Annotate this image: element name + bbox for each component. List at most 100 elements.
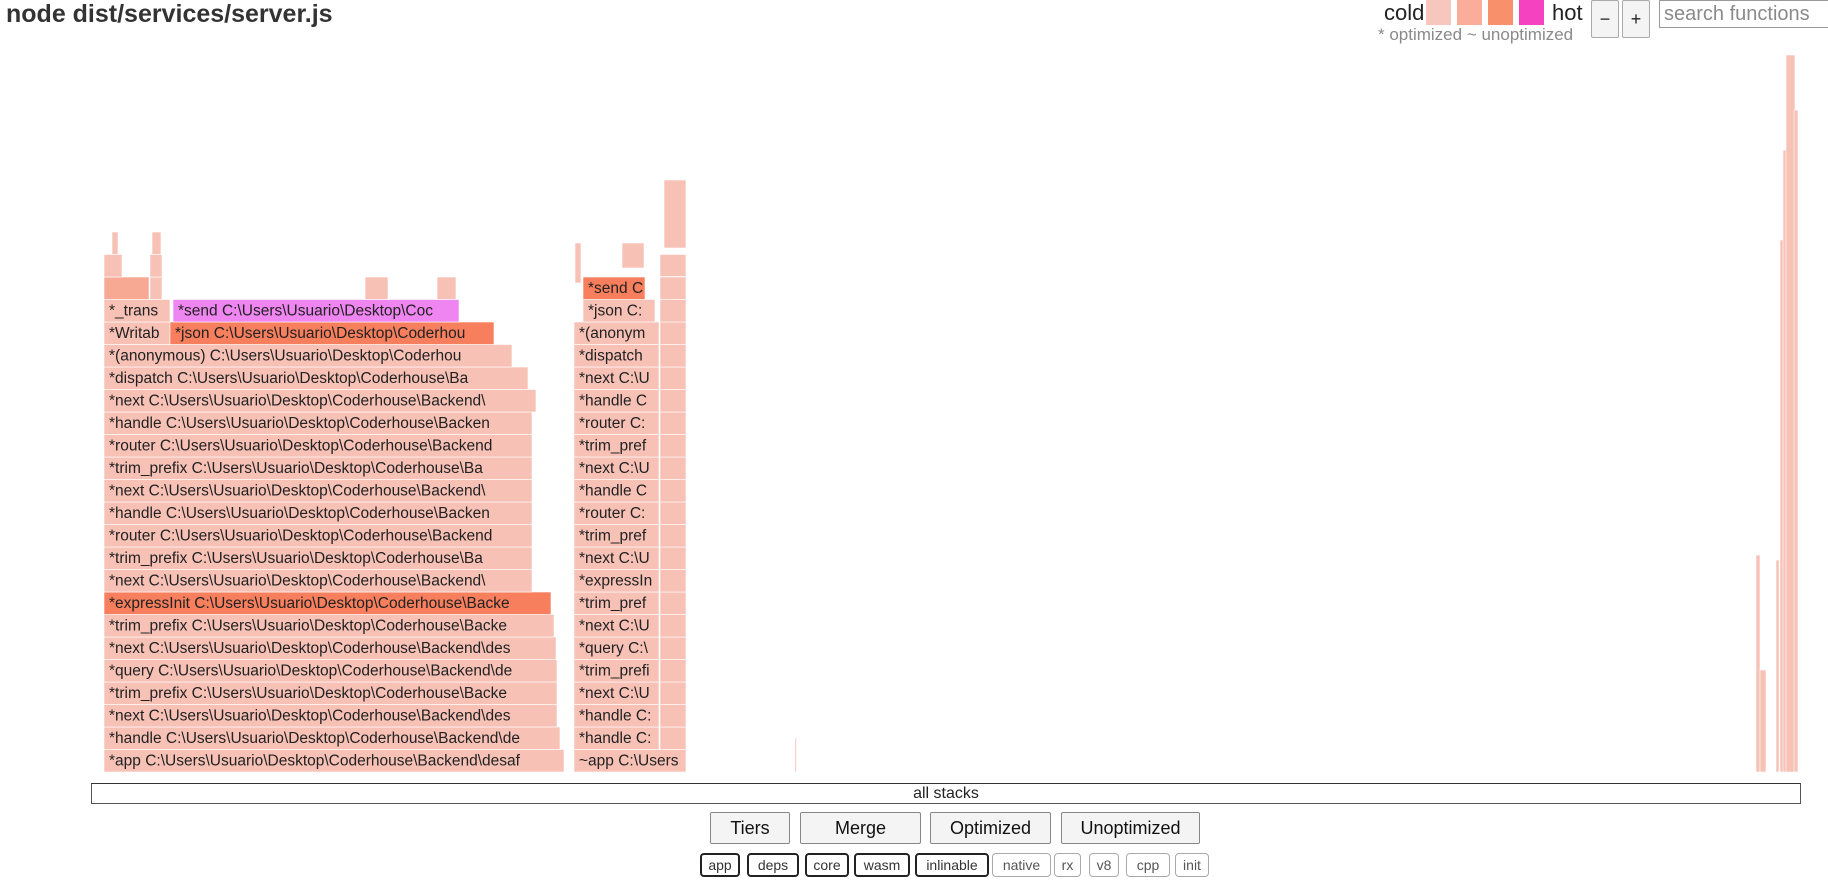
frame-left-label-11: *handle C:\Users\Usuario\Desktop\Coderho… [109, 505, 490, 522]
frame-left-label-1: *handle C:\Users\Usuario\Desktop\Coderho… [109, 730, 520, 747]
frame-left-top-d[interactable] [436, 276, 457, 300]
frame-left-top-e[interactable] [103, 254, 123, 278]
frame-mid-label-0: ~app C:\Users [579, 753, 679, 770]
frame-mid-label-9: *next C:\U [579, 550, 650, 567]
frame-mid-sliver-18[interactable] [659, 344, 687, 368]
frame-mid-sliver-2[interactable] [659, 704, 687, 728]
legend-swatch-3 [1488, 0, 1513, 25]
frame-mid-label-11: *router C: [579, 505, 645, 522]
frame-mid-spike-a[interactable] [574, 242, 582, 284]
frame-left-top-g[interactable] [111, 231, 119, 255]
frame-right-a[interactable] [1755, 554, 1761, 773]
filter-wasm[interactable]: wasm [854, 853, 910, 877]
filter-init[interactable]: init [1175, 853, 1209, 877]
zoom-in-button[interactable]: + [1622, 0, 1650, 38]
frame-mid-sliver-5[interactable] [659, 636, 687, 660]
all-stacks-root[interactable]: all stacks [91, 783, 1801, 804]
frame-left-top-a[interactable] [103, 276, 150, 300]
frame-mid-spikes[interactable] [663, 179, 687, 249]
frame-mid-label-21: *send C [588, 280, 643, 297]
frame-mid-sliver-4[interactable] [659, 659, 687, 683]
frame-mid-label-12: *handle C [579, 483, 647, 500]
frame-mid-sliver-6[interactable] [659, 614, 687, 638]
page-title: node dist/services/server.js [6, 0, 333, 28]
frame-left-top-f[interactable] [149, 254, 163, 278]
frame-left-top-c[interactable] [364, 276, 389, 300]
filter-native[interactable]: native [992, 853, 1051, 877]
frame-left-label-7: *expressInit C:\Users\Usuario\Desktop\Co… [109, 595, 510, 612]
frame-mid-label-6: *next C:\U [579, 618, 650, 635]
frame-mid-sliver-11[interactable] [659, 501, 687, 525]
frame-left-label-15: *handle C:\Users\Usuario\Desktop\Coderho… [109, 415, 490, 432]
frame-mid-label-18: *dispatch [579, 348, 643, 365]
legend-hot-label: hot [1552, 0, 1583, 25]
frame-left-label-9: *trim_prefix C:\Users\Usuario\Desktop\Co… [109, 550, 483, 567]
frame-left-label-10: *router C:\Users\Usuario\Desktop\Coderho… [109, 528, 492, 545]
frame-mid-label-10: *trim_pref [579, 528, 647, 545]
frame-spike-small[interactable] [794, 737, 797, 773]
frame-mid-sliver-17[interactable] [659, 366, 687, 390]
frame-left-label-13: *trim_prefix C:\Users\Usuario\Desktop\Co… [109, 460, 483, 477]
frame-left-label-12: *next C:\Users\Usuario\Desktop\Coderhous… [109, 483, 486, 500]
filter-core[interactable]: core [805, 853, 849, 877]
frame-left-label-4: *query C:\Users\Usuario\Desktop\Coderhou… [109, 663, 512, 680]
frame-left-label-16: *next C:\Users\Usuario\Desktop\Coderhous… [109, 393, 486, 410]
frame-mid-label-4: *trim_prefi [579, 663, 650, 680]
legend-swatch-2 [1457, 0, 1482, 25]
frame-right-b[interactable] [1759, 669, 1767, 773]
unoptimized-button[interactable]: Unoptimized [1061, 812, 1200, 844]
frame-json-label: *json C:\Users\Usuario\Desktop\Coderhou [175, 325, 465, 342]
frame-left-label-19: *Writab [109, 325, 160, 342]
flamegraph[interactable]: *app C:\Users\Usuario\Desktop\Coderhouse… [0, 0, 1828, 800]
filter-inlinable[interactable]: inlinable [915, 853, 989, 877]
frame-left-top-b[interactable] [149, 276, 163, 300]
frame-mid-sliver-20[interactable] [659, 299, 687, 323]
frame-left-label-18: *(anonymous) C:\Users\Usuario\Desktop\Co… [109, 348, 461, 365]
frame-left-label-3: *trim_prefix C:\Users\Usuario\Desktop\Co… [109, 685, 507, 702]
zoom-out-button[interactable]: − [1591, 0, 1619, 38]
search-input[interactable] [1659, 0, 1828, 28]
legend-note: * optimized ~ unoptimized [1378, 25, 1574, 44]
frame-left-label-2: *next C:\Users\Usuario\Desktop\Coderhous… [109, 708, 511, 725]
legend-swatch-4 [1519, 0, 1544, 25]
frame-send[interactable] [172, 299, 460, 323]
frame-mid-spike-b[interactable] [621, 242, 645, 269]
frame-mid-sliver-8[interactable] [659, 569, 687, 593]
frame-left-label-6: *trim_prefix C:\Users\Usuario\Desktop\Co… [109, 618, 507, 635]
frame-mid-sliver-10[interactable] [659, 524, 687, 548]
frame-right-f[interactable] [1785, 54, 1796, 773]
frame-right-c[interactable] [1775, 559, 1780, 773]
filter-v8[interactable]: v8 [1089, 853, 1119, 877]
frame-mid-label-13: *next C:\U [579, 460, 650, 477]
frame-mid-sliver-top[interactable] [659, 254, 687, 277]
frame-left-label-5: *next C:\Users\Usuario\Desktop\Coderhous… [109, 640, 511, 657]
frame-send-label: *send C:\Users\Usuario\Desktop\Coc [178, 303, 433, 320]
frame-mid-sliver-16[interactable] [659, 389, 687, 413]
filter-cpp[interactable]: cpp [1126, 853, 1170, 877]
frame-left-top-h[interactable] [151, 231, 162, 255]
tiers-button[interactable]: Tiers [710, 812, 790, 844]
frame-mid-sliver-7[interactable] [659, 591, 687, 615]
frame-mid-sliver-14[interactable] [659, 434, 687, 458]
frame-mid-sliver-19[interactable] [659, 321, 687, 345]
frame-mid-sliver-3[interactable] [659, 681, 687, 705]
legend-cold-label: cold [1384, 0, 1425, 25]
frame-mid-21[interactable] [582, 276, 646, 300]
frame-mid-sliver-13[interactable] [659, 456, 687, 480]
merge-button[interactable]: Merge [800, 812, 921, 844]
frame-mid-sliver-9[interactable] [659, 546, 687, 570]
frame-mid-sliver-21[interactable] [659, 276, 687, 300]
filter-rx[interactable]: rx [1054, 853, 1081, 877]
frame-mid-sliver-12[interactable] [659, 479, 687, 503]
filter-deps[interactable]: deps [747, 853, 799, 877]
frame-mid-label-7: *trim_pref [579, 595, 647, 612]
frame-mid-label-14: *trim_pref [579, 438, 647, 455]
frame-mid-label-2: *handle C: [579, 708, 651, 725]
filter-app[interactable]: app [700, 853, 740, 877]
optimized-button[interactable]: Optimized [930, 812, 1051, 844]
frame-mid-label-3: *next C:\U [579, 685, 650, 702]
frame-right-g[interactable] [1793, 109, 1799, 773]
frame-mid-sliver-15[interactable] [659, 411, 687, 435]
frame-left-label-20: *_trans [109, 303, 158, 320]
frame-mid-sliver-1[interactable] [659, 726, 687, 750]
